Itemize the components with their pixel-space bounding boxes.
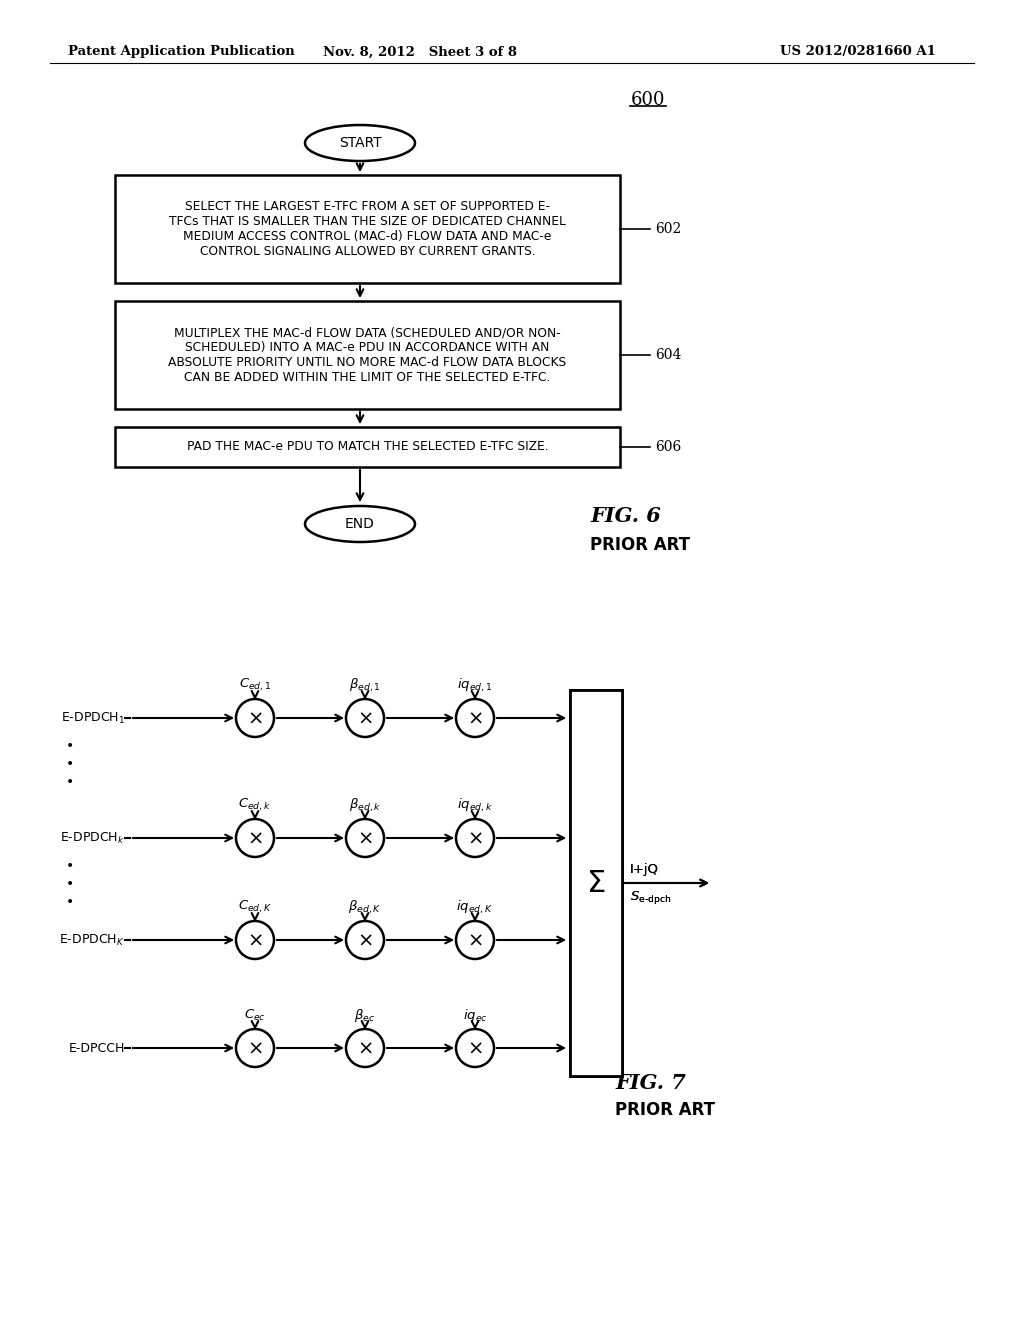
Text: SELECT THE LARGEST E-TFC FROM A SET OF SUPPORTED E-
TFCs THAT IS SMALLER THAN TH: SELECT THE LARGEST E-TFC FROM A SET OF S… — [169, 201, 566, 257]
Text: PRIOR ART: PRIOR ART — [615, 1101, 715, 1119]
Text: $iq_{ed,K}$: $iq_{ed,K}$ — [457, 899, 494, 916]
Text: $\Sigma$: $\Sigma$ — [587, 867, 605, 899]
Text: $\times$: $\times$ — [357, 1039, 373, 1057]
Text: $\times$: $\times$ — [357, 931, 373, 949]
Text: •: • — [66, 876, 74, 891]
Text: •: • — [66, 775, 74, 789]
Text: START: START — [339, 136, 381, 150]
Text: $\beta_{ed,k}$: $\beta_{ed,k}$ — [349, 796, 381, 813]
Bar — [570, 690, 622, 1076]
Text: •: • — [66, 895, 74, 909]
Text: E-DPCCH: E-DPCCH — [69, 1041, 125, 1055]
Text: $iq_{ed,1}$: $iq_{ed,1}$ — [458, 676, 493, 693]
Text: $S_{\rm e\text{-}dpch}$: $S_{\rm e\text{-}dpch}$ — [630, 888, 672, 906]
Text: $\times$: $\times$ — [247, 829, 263, 847]
Text: $\times$: $\times$ — [467, 1039, 483, 1057]
Text: $C_{ed,K}$: $C_{ed,K}$ — [238, 899, 272, 915]
Bar — [115, 176, 620, 282]
Text: $\times$: $\times$ — [467, 931, 483, 949]
Text: $\times$: $\times$ — [247, 709, 263, 727]
Bar — [570, 690, 622, 1076]
Text: Nov. 8, 2012   Sheet 3 of 8: Nov. 8, 2012 Sheet 3 of 8 — [323, 45, 517, 58]
Text: $\times$: $\times$ — [467, 709, 483, 727]
Text: PAD THE MAC-e PDU TO MATCH THE SELECTED E-TFC SIZE.: PAD THE MAC-e PDU TO MATCH THE SELECTED … — [186, 441, 548, 454]
Text: E-DPDCH$_1$: E-DPDCH$_1$ — [60, 710, 125, 726]
Text: $C_{ec}$: $C_{ec}$ — [244, 1007, 266, 1023]
Text: $C_{ed,k}$: $C_{ed,k}$ — [239, 797, 271, 813]
Text: I+jQ: I+jQ — [630, 863, 659, 876]
Bar — [115, 426, 620, 467]
Text: $\Sigma$: $\Sigma$ — [587, 867, 605, 899]
Text: •: • — [66, 859, 74, 873]
Text: FIG. 7: FIG. 7 — [615, 1073, 686, 1093]
Text: US 2012/0281660 A1: US 2012/0281660 A1 — [780, 45, 936, 58]
Text: •: • — [66, 756, 74, 771]
Text: •: • — [66, 739, 74, 752]
Text: $\times$: $\times$ — [467, 829, 483, 847]
Text: $\beta_{ed,1}$: $\beta_{ed,1}$ — [349, 676, 381, 693]
Text: 602: 602 — [655, 222, 681, 236]
Text: $S_{\rm e\text{-}dpch}$: $S_{\rm e\text{-}dpch}$ — [630, 888, 672, 906]
Text: MULTIPLEX THE MAC-d FLOW DATA (SCHEDULED AND/OR NON-
SCHEDULED) INTO A MAC-e PDU: MULTIPLEX THE MAC-d FLOW DATA (SCHEDULED… — [168, 326, 566, 384]
Text: $\beta_{ed,K}$: $\beta_{ed,K}$ — [348, 899, 382, 916]
Text: 604: 604 — [655, 348, 681, 362]
Text: 600: 600 — [631, 91, 666, 110]
Text: I+jQ: I+jQ — [630, 863, 659, 876]
Text: 606: 606 — [655, 440, 681, 454]
Text: $iq_{ed,k}$: $iq_{ed,k}$ — [457, 796, 493, 813]
Text: PRIOR ART: PRIOR ART — [590, 536, 690, 554]
Text: $C_{ed,1}$: $C_{ed,1}$ — [239, 677, 271, 693]
Text: FIG. 6: FIG. 6 — [590, 506, 660, 525]
Text: $\times$: $\times$ — [357, 709, 373, 727]
Text: END: END — [345, 517, 375, 531]
Bar — [115, 301, 620, 409]
Text: $iq_{ec}$: $iq_{ec}$ — [463, 1006, 487, 1023]
Text: $\beta_{ec}$: $\beta_{ec}$ — [354, 1006, 376, 1023]
Text: $\times$: $\times$ — [247, 1039, 263, 1057]
Text: E-DPDCH$_K$: E-DPDCH$_K$ — [59, 932, 125, 948]
Text: E-DPDCH$_k$: E-DPDCH$_k$ — [60, 830, 125, 846]
Text: $\times$: $\times$ — [247, 931, 263, 949]
Text: Patent Application Publication: Patent Application Publication — [68, 45, 295, 58]
Text: $\times$: $\times$ — [357, 829, 373, 847]
